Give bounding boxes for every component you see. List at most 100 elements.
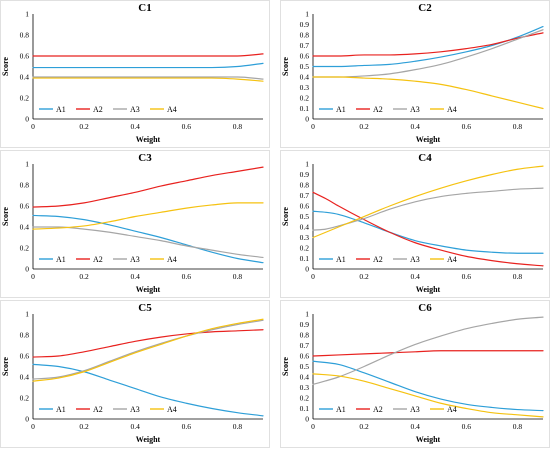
y-tick-label: 0.6 xyxy=(20,202,30,211)
y-tick-label: 0.4 xyxy=(300,373,310,382)
y-tick-label: 1 xyxy=(25,310,29,319)
series-line-a2 xyxy=(312,350,544,357)
series-line-a2 xyxy=(32,329,264,358)
legend-label: A2 xyxy=(373,105,383,114)
y-axis-label: Score xyxy=(1,207,10,226)
panel-border xyxy=(0,0,270,148)
series-line-a2 xyxy=(312,32,544,57)
legend-label: A3 xyxy=(130,105,140,114)
legend-label: A1 xyxy=(336,255,346,264)
legend-label: A3 xyxy=(410,405,420,414)
chart-panel-c1: C1 0 0.2 0.4 0.6 0.8 1 0 0.2 0.4 0.6 0.8 Weight Score… xyxy=(0,0,270,148)
panel-border xyxy=(0,300,270,448)
x-axis-label: Weight xyxy=(136,285,161,294)
legend-label: A4 xyxy=(447,405,457,414)
chart-title: C4 xyxy=(418,152,432,164)
series-line-a3 xyxy=(312,187,544,231)
y-tick-label: 0.4 xyxy=(20,73,30,82)
y-tick-label: 0 xyxy=(25,115,29,124)
y-axis-label: Score xyxy=(1,357,10,376)
series-line-a2 xyxy=(32,166,264,208)
y-tick-label: 0.8 xyxy=(20,31,30,40)
y-tick-label: 0.3 xyxy=(300,233,310,242)
y-tick-label: 0.8 xyxy=(300,31,310,40)
legend-label: A4 xyxy=(167,105,177,114)
series-line-a3 xyxy=(32,226,264,259)
series-line-a1 xyxy=(312,360,544,412)
legend: A1 A2 A3 A4 xyxy=(39,405,177,414)
x-tick-label: 0.4 xyxy=(131,272,141,281)
x-tick-label: 0.8 xyxy=(513,122,523,131)
x-tick-label: 0.4 xyxy=(131,422,141,431)
chart-panel-c3: C3 0 0.2 0.4 0.6 0.8 1 0 0.2 0.4 0.6 0.8 Weight Score… xyxy=(0,150,270,298)
y-tick-label: 0.4 xyxy=(300,223,310,232)
y-tick-label: 0.6 xyxy=(300,202,310,211)
chart-title: C2 xyxy=(418,2,432,14)
y-tick-label: 0.5 xyxy=(300,362,310,371)
y-tick-label: 0.9 xyxy=(300,20,310,29)
series-line-a4 xyxy=(312,373,544,418)
chart-title: C6 xyxy=(418,302,432,314)
y-tick-label: 0.5 xyxy=(300,212,310,221)
y-tick-label: 0.2 xyxy=(20,94,30,103)
series-line-a1 xyxy=(32,62,264,69)
series-line-a2 xyxy=(312,191,544,267)
series-line-a4 xyxy=(32,202,264,230)
x-tick-label: 0.6 xyxy=(462,422,472,431)
y-tick-label: 0 xyxy=(305,415,309,424)
y-tick-label: 0 xyxy=(25,415,29,424)
y-axis-label: Score xyxy=(281,357,290,376)
legend-label: A4 xyxy=(167,405,177,414)
x-tick-label: 0.4 xyxy=(131,122,141,131)
x-tick-label: 0.6 xyxy=(182,272,192,281)
chart-panel-c5: C5 0 0.2 0.4 0.6 0.8 1 0 0.2 0.4 0.6 0.8 Weight Score… xyxy=(0,300,270,448)
y-tick-label: 1 xyxy=(305,10,309,19)
legend-label: A1 xyxy=(56,105,66,114)
x-tick-label: 0.8 xyxy=(233,422,243,431)
x-tick-label: 0.2 xyxy=(79,122,89,131)
series-line-a3 xyxy=(32,76,264,80)
x-tick-label: 0.2 xyxy=(79,422,89,431)
y-tick-label: 0.2 xyxy=(20,244,30,253)
x-axis-label: Weight xyxy=(416,285,441,294)
legend-label: A1 xyxy=(336,405,346,414)
y-tick-label: 0.2 xyxy=(300,94,310,103)
y-tick-label: 0.6 xyxy=(20,352,30,361)
x-tick-label: 0 xyxy=(311,272,315,281)
x-tick-label: 0 xyxy=(31,122,35,131)
y-tick-label: 0.2 xyxy=(20,394,30,403)
legend: A1 A2 A3 A4 xyxy=(39,255,177,264)
y-tick-label: 0.6 xyxy=(20,52,30,61)
series-line-a2 xyxy=(32,53,264,57)
legend-label: A2 xyxy=(373,405,383,414)
series-line-a3 xyxy=(312,29,544,78)
x-tick-label: 0.2 xyxy=(79,272,89,281)
x-tick-label: 0.4 xyxy=(411,422,421,431)
y-tick-label: 0.7 xyxy=(300,341,310,350)
y-axis-label: Score xyxy=(1,57,10,76)
x-axis-label: Weight xyxy=(136,435,161,444)
series-line-a1 xyxy=(32,363,264,417)
y-tick-label: 0.1 xyxy=(300,254,310,263)
y-tick-label: 0.7 xyxy=(300,191,310,200)
x-axis-label: Weight xyxy=(416,435,441,444)
y-tick-label: 0.8 xyxy=(20,181,30,190)
x-tick-label: 0 xyxy=(311,422,315,431)
legend-label: A4 xyxy=(167,255,177,264)
y-tick-label: 0.4 xyxy=(300,73,310,82)
y-tick-label: 0.7 xyxy=(300,41,310,50)
legend-label: A2 xyxy=(93,405,103,414)
y-tick-label: 0.8 xyxy=(300,181,310,190)
x-tick-label: 0 xyxy=(311,122,315,131)
series-line-a1 xyxy=(32,214,264,264)
x-tick-label: 0.6 xyxy=(462,122,472,131)
chart-title: C3 xyxy=(138,152,152,164)
x-tick-label: 0.8 xyxy=(233,122,243,131)
x-tick-label: 0.6 xyxy=(182,122,192,131)
series-line-a4 xyxy=(312,76,544,110)
legend: A1 A2 A3 A4 xyxy=(39,105,177,114)
y-tick-label: 0.2 xyxy=(300,394,310,403)
x-tick-label: 0.2 xyxy=(359,122,369,131)
x-tick-label: 0.8 xyxy=(233,272,243,281)
y-axis-label: Score xyxy=(281,207,290,226)
